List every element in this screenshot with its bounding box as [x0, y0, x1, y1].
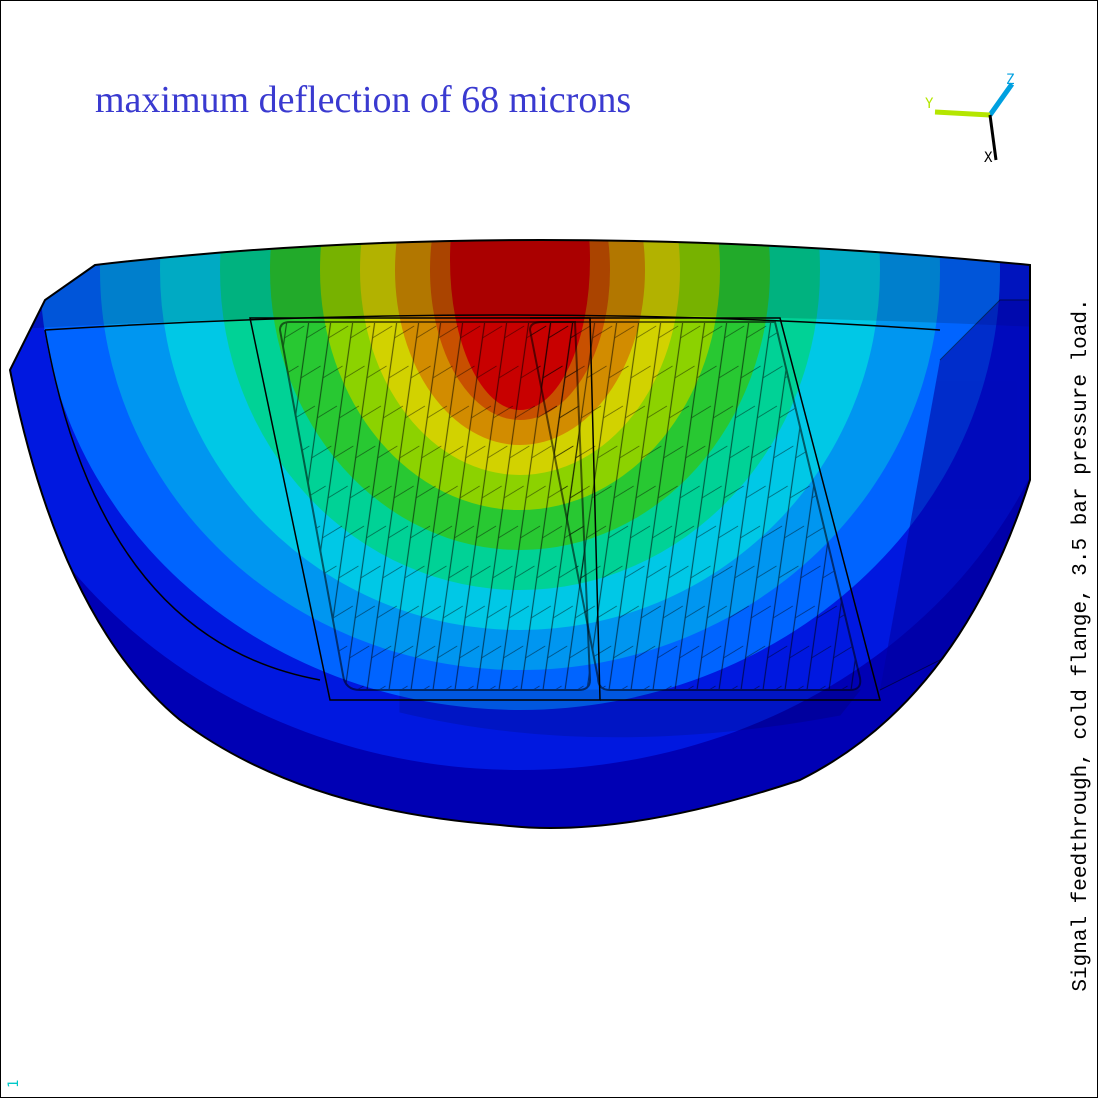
panels — [250, 318, 880, 700]
x-label: X — [984, 150, 993, 166]
window-number: 1 — [6, 1080, 22, 1088]
side-label: Signal feedthrough, cold flange, 3.5 bar… — [1070, 298, 1093, 991]
z-label: Z — [1006, 72, 1014, 88]
title: maximum deflection of 68 microns — [95, 79, 631, 121]
y-label: Y — [925, 96, 934, 112]
y-axis — [935, 112, 990, 115]
page: maximum deflection of 68 microns Z Y X S… — [0, 0, 1098, 1098]
viewport: maximum deflection of 68 microns Z Y X S… — [0, 0, 1098, 1098]
